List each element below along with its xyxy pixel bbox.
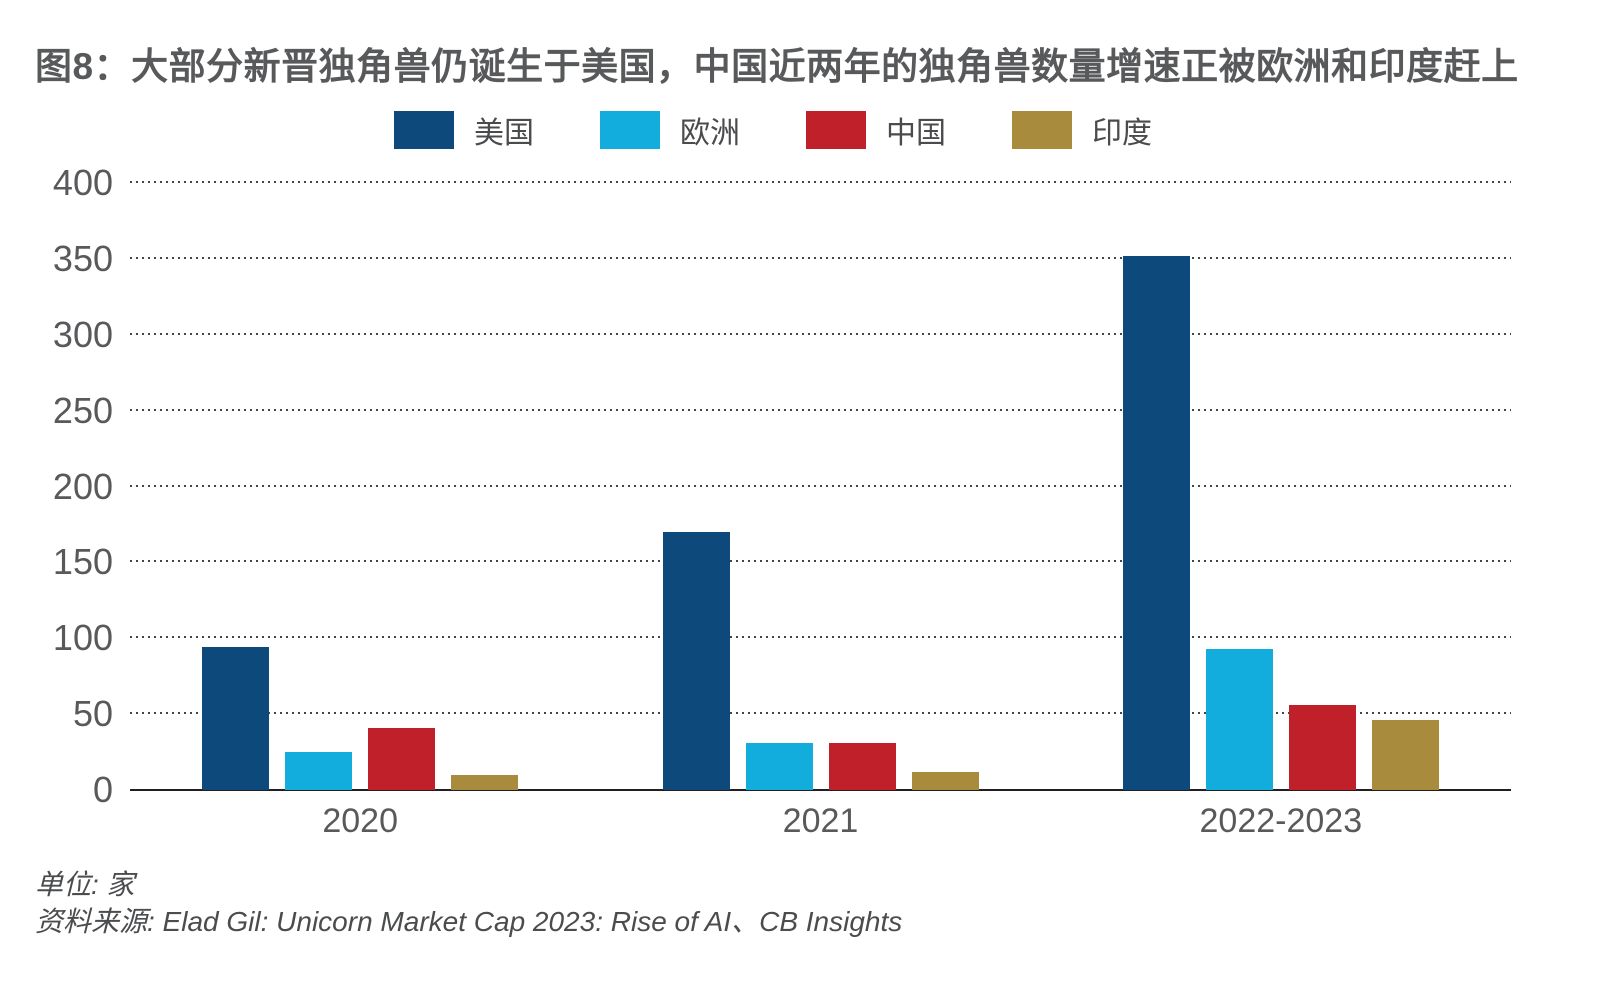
gridline-150 [130,560,1511,563]
bar-us-2022-2023 [1122,255,1190,790]
chart-title: 图8：大部分新晋独角兽仍诞生于美国，中国近两年的独角兽数量增速正被欧洲和印度赶上 [35,46,1519,87]
europe-color-swatch [600,111,660,149]
x-axis-labels: 2020 2021 2022-2023 [130,802,1511,842]
bar-group-2021 [662,532,979,790]
legend-item-china: 中国 [806,108,946,152]
gridline-250 [130,408,1511,411]
legend-item-us: 美国 [394,108,534,152]
y-tick-label-250: 250 [52,389,113,431]
gridline-200 [130,484,1511,487]
bar-europe-2020 [285,752,353,790]
y-tick-label-350: 350 [52,237,113,279]
legend-item-europe: 欧洲 [600,108,740,152]
unit-note: 单位: 家 [35,869,135,900]
bar-india-2022-2023 [1371,720,1439,790]
bar-group-2022-2023 [1122,255,1439,790]
plot-area [130,181,1511,791]
bar-china-2022-2023 [1288,705,1356,790]
bar-china-2021 [828,742,896,790]
gridline-350 [130,256,1511,259]
bar-europe-2021 [745,742,813,790]
gridline-100 [130,636,1511,639]
legend-label-india: 印度 [1092,117,1152,150]
y-tick-label-0: 0 [92,769,113,810]
legend-label-china: 中国 [886,117,946,150]
bar-us-2021 [662,532,730,790]
bar-china-2020 [368,727,436,790]
x-tick-label-2022-2023: 2022-2023 [1199,802,1363,840]
bar-india-2020 [451,774,519,790]
gridline-300 [130,332,1511,335]
y-tick-label-150: 150 [52,541,113,583]
bar-us-2020 [202,647,270,790]
x-tick-label-2021: 2021 [782,802,859,840]
gridline-50 [130,712,1511,715]
us-color-swatch [394,111,454,149]
y-axis: 0 50 100 150 200 250 300 350 400 [0,165,113,808]
y-tick-label-300: 300 [52,313,113,355]
x-axis-line [130,789,1511,791]
x-tick-label-2020: 2020 [322,802,398,840]
bar-india-2021 [911,771,979,790]
chart-footer: 单位: 家 资料来源: Elad Gil: Unicorn Market Cap… [35,866,902,940]
india-color-swatch [1012,111,1072,149]
y-tick-label-200: 200 [52,465,113,507]
legend-item-india: 印度 [1012,108,1152,152]
bar-chart: 0 50 100 150 200 250 300 350 400 2020 2021 2022-20… [0,165,1606,843]
bar-group-2020 [202,647,519,790]
source-note: 资料来源: Elad Gil: Unicorn Market Cap 2023:… [35,906,903,937]
gridline-400 [130,181,1511,183]
y-tick-label-400: 400 [52,162,113,203]
legend-label-europe: 欧洲 [680,117,740,150]
bar-europe-2022-2023 [1205,648,1273,790]
y-tick-label-100: 100 [52,617,113,659]
legend-label-us: 美国 [474,117,534,150]
chart-legend: 美国 欧洲 中国 印度 [0,108,1546,152]
china-color-swatch [806,111,866,149]
y-tick-label-50: 50 [72,693,113,735]
